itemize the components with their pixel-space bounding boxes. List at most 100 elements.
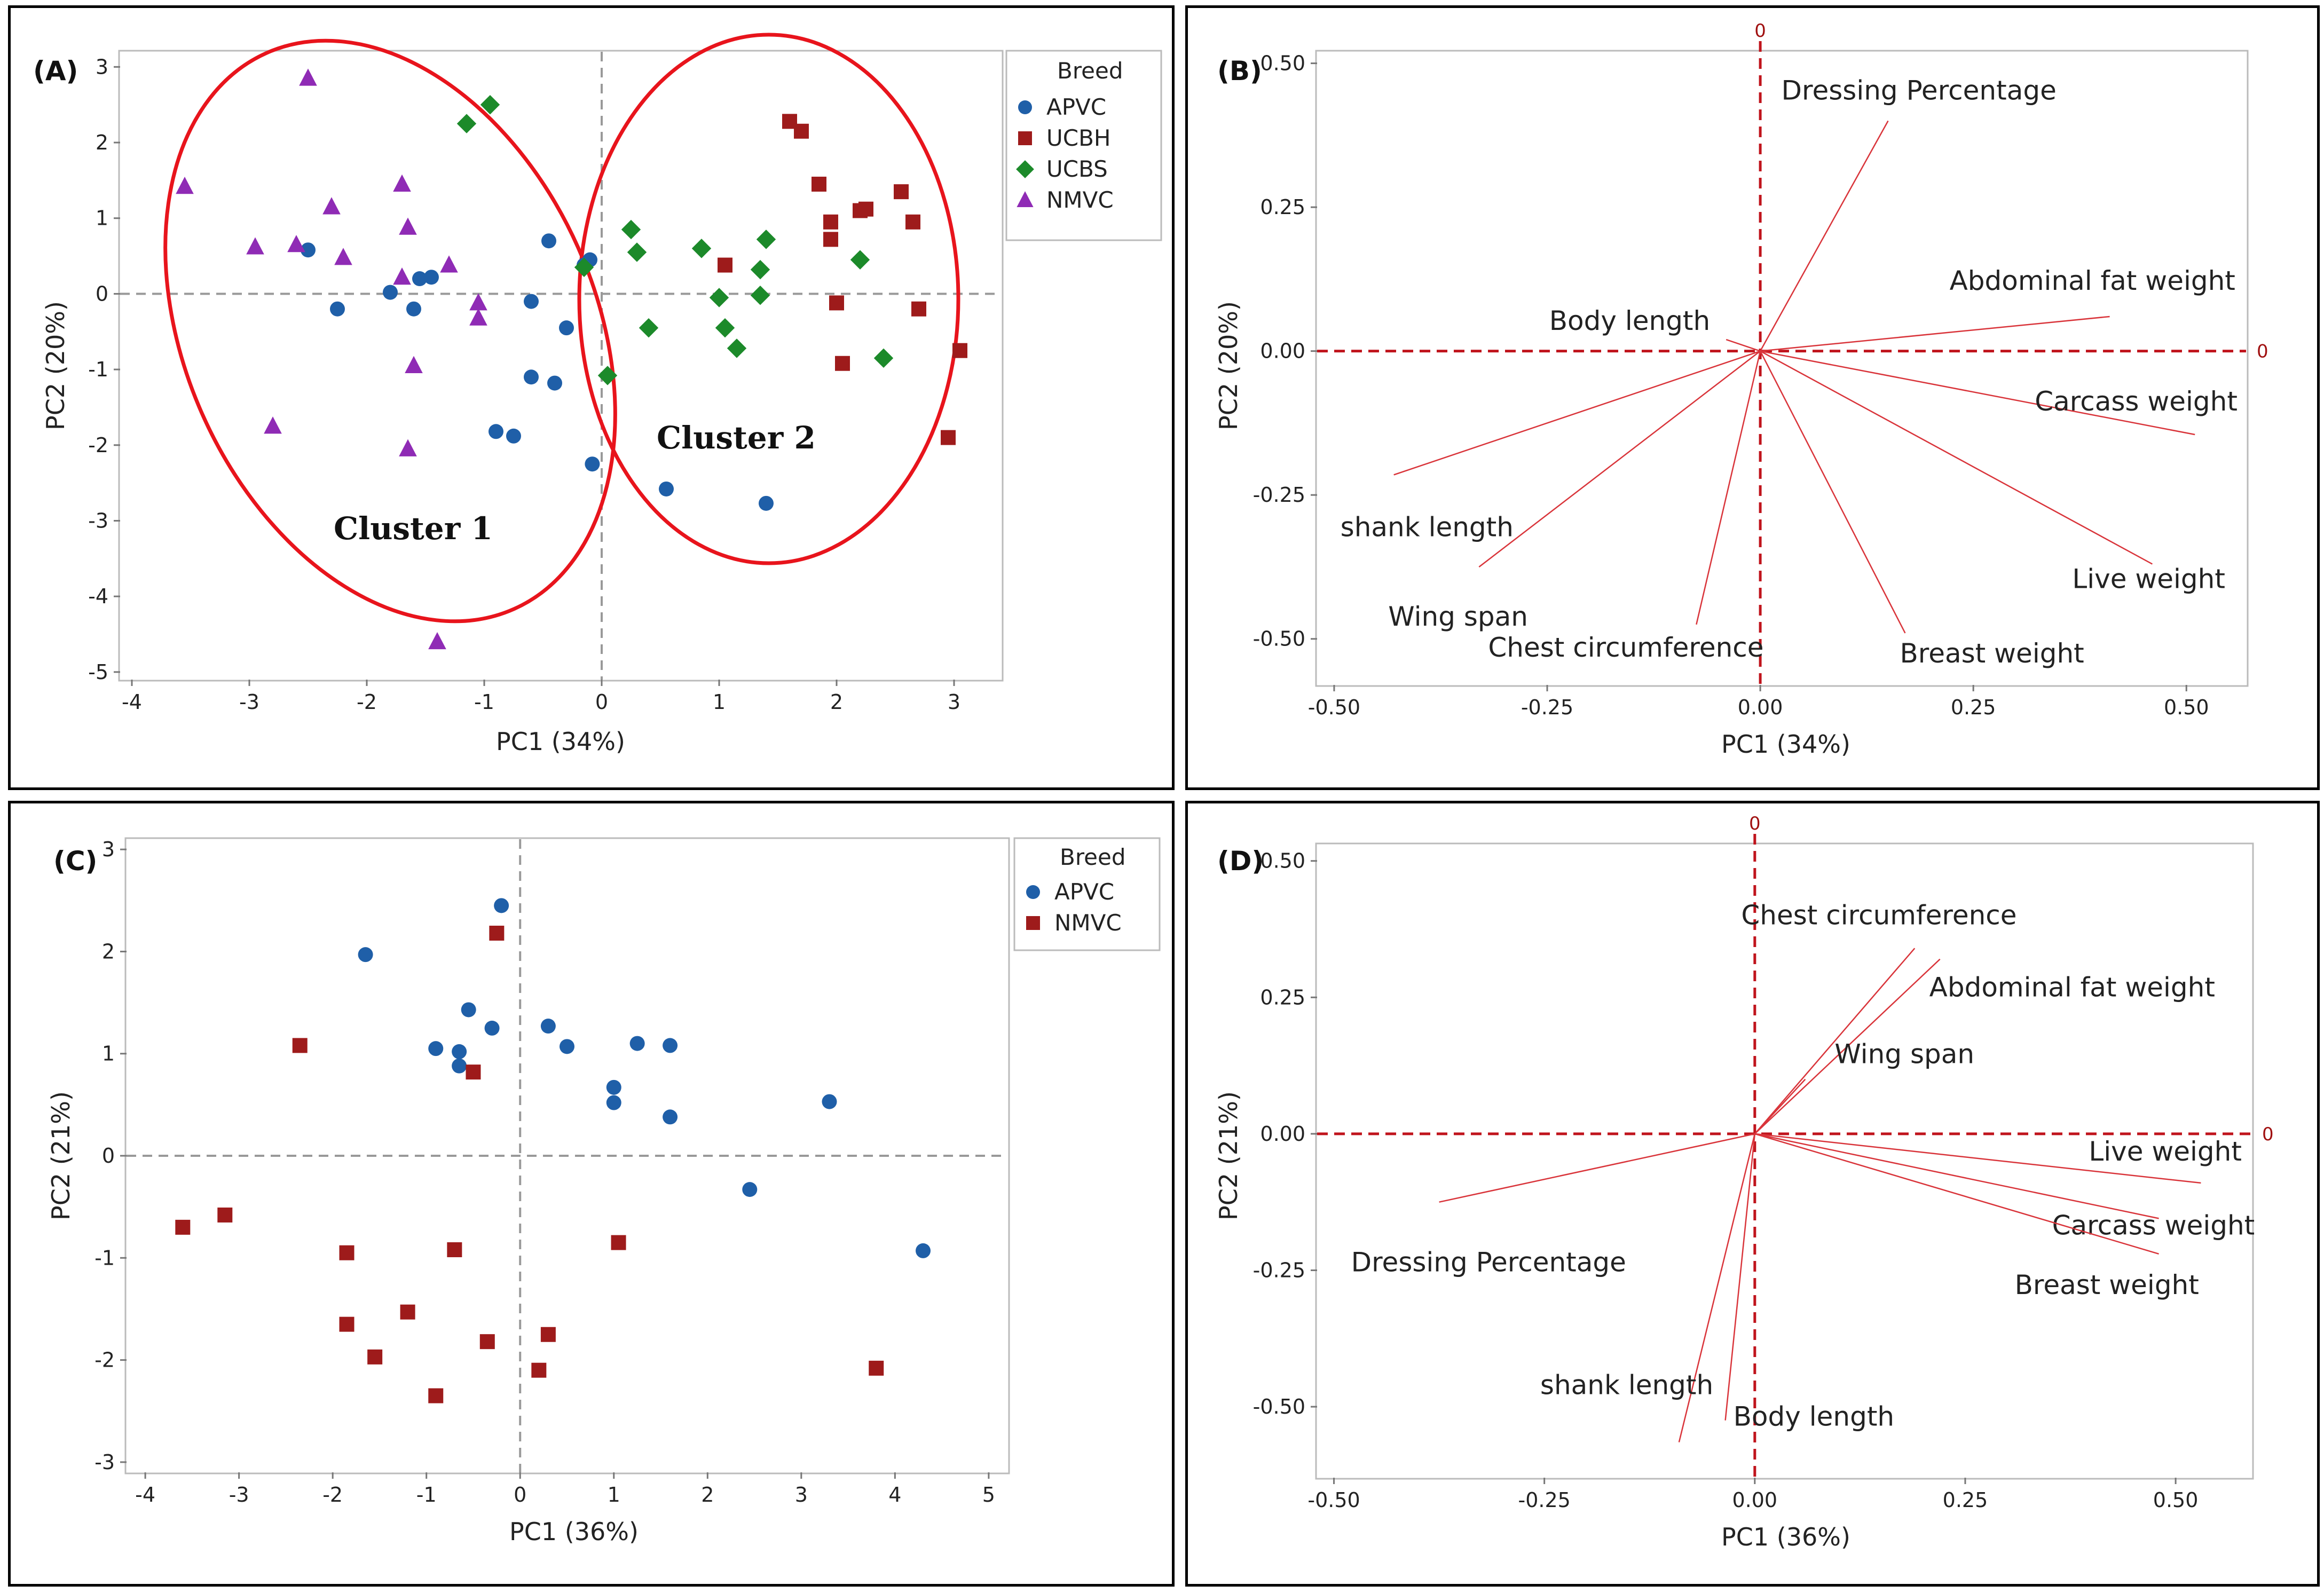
data-point-nmvc: [489, 925, 505, 941]
data-point-ucbs: [597, 366, 618, 385]
y-tick-label: -5: [88, 660, 108, 684]
loading-vector-live-weight: [1760, 350, 2153, 565]
data-point-nmvc: [428, 1388, 444, 1403]
data-point-apvc: [606, 1079, 621, 1095]
data-point-nmvc: [339, 1316, 354, 1332]
x-tick-label: 0.50: [2164, 696, 2209, 719]
pca-loading-plot-b: (B) -0.50 -0.50 -0.25 -0.25 0.00 0.00 0.25 0.25…: [1214, 20, 2268, 759]
vector-label-carcass-weight: Carcass weight: [2035, 386, 2238, 417]
data-point-nmvc: [175, 1219, 191, 1235]
data-point-nmvc: [334, 248, 352, 265]
legend-marker-nmvc: [1017, 191, 1034, 207]
y-tick-label: 1: [96, 207, 108, 230]
data-point-nmvc: [264, 416, 282, 434]
x-tick-label: 0.25: [1943, 1488, 1988, 1512]
x-axis-label: PC1 (36%): [1721, 1523, 1850, 1551]
legend-label-apvc: APVC: [1054, 879, 1114, 905]
y-tick-label: -0.50: [1253, 1395, 1305, 1418]
panel-c: (C) -4 -3 -2 -1 0 1 2 3 4 5 -3 -2 -1 0 1 2 3 PC1 (36%) P…: [8, 801, 1175, 1587]
x-tick-label: -0.25: [1518, 1488, 1571, 1512]
data-point-ucbs: [715, 318, 735, 338]
data-point-apvc: [541, 233, 556, 249]
y-tick-label: -0.25: [1253, 1258, 1305, 1282]
data-point-nmvc: [367, 1349, 383, 1365]
data-point-ucbs: [639, 318, 659, 338]
panel-label: (C): [53, 846, 97, 877]
y-tick-label: 0.00: [1260, 340, 1305, 363]
x-tick-label: 0: [514, 1483, 526, 1507]
cluster-ellipses: [163, 33, 960, 624]
data-point-apvc: [452, 1058, 467, 1074]
x-axis-label: PC1 (36%): [509, 1517, 639, 1546]
loading-vector-carcass-weight: [1760, 350, 2195, 436]
data-point-ucbh: [952, 343, 967, 358]
legend-marker-ucbs: [1016, 160, 1034, 178]
panel-b: (B) -0.50 -0.50 -0.25 -0.25 0.00 0.00 0.25 0.25…: [1185, 5, 2320, 790]
x-tick-label: -3: [229, 1483, 249, 1507]
data-point-apvc: [301, 242, 316, 258]
loading-vector-live-weight: [1754, 1133, 2201, 1184]
loading-vector-body-length: [1724, 1133, 1756, 1421]
data-point-ucbs: [873, 348, 894, 368]
data-point-apvc: [742, 1182, 758, 1197]
data-point-ucbh: [941, 430, 956, 445]
legend-label-nmvc: NMVC: [1054, 910, 1122, 936]
data-point-apvc: [606, 1095, 621, 1110]
data-point-apvc: [629, 1036, 645, 1051]
data-point-apvc: [659, 481, 674, 496]
loading-vector-shank-length: [1393, 350, 1761, 476]
legend-title: Breed: [1060, 844, 1126, 870]
legend-marker-apvc: [1026, 885, 1040, 899]
data-point-nmvc: [399, 217, 417, 235]
x-tick-label: -0.50: [1307, 1488, 1360, 1512]
x-tick-label: 0.00: [1738, 696, 1783, 719]
cluster-1-ellipse: [163, 38, 617, 624]
legend-label-nmvc: NMVC: [1046, 187, 1114, 213]
data-point-ucbh: [835, 356, 850, 371]
vector-label-dressing-percentage: Dressing Percentage: [1782, 75, 2057, 106]
data-point-nmvc: [400, 1304, 415, 1320]
x-tick-label: -4: [135, 1483, 155, 1507]
x-tick-label: -1: [474, 690, 494, 714]
data-point-nmvc: [440, 255, 458, 273]
x-tick-label: 4: [888, 1483, 901, 1507]
data-point-ucbs: [456, 114, 477, 133]
data-point-ucbh: [823, 214, 838, 230]
data-point-apvc: [461, 1002, 476, 1018]
y-tick-label: 0.25: [1260, 985, 1305, 1009]
legend-marker-apvc: [1018, 100, 1032, 114]
data-point-ucbh: [905, 214, 920, 230]
data-point-apvc: [484, 1020, 500, 1036]
loading-vector-abdominal-fat-weight: [1754, 958, 1941, 1134]
data-point-nmvc: [469, 293, 487, 311]
x-axis-label: PC1 (34%): [496, 727, 625, 756]
data-point-apvc: [452, 1044, 467, 1059]
data-point-apvc: [559, 320, 574, 336]
reference-zero-label-top: 0: [1754, 20, 1766, 42]
x-tick-label: -2: [322, 1483, 343, 1507]
legend-box: [1005, 50, 1162, 241]
x-tick-label: 3: [948, 690, 960, 714]
data-point-ucbs: [750, 286, 770, 305]
y-tick-label: 2: [102, 940, 115, 963]
reference-zero-label-right: 0: [2257, 341, 2268, 362]
plot-frame: [118, 50, 1004, 682]
x-tick-label: 5: [982, 1483, 995, 1507]
data-point-ucbs: [627, 242, 647, 262]
x-tick-label: -3: [239, 690, 259, 714]
legend-label-ucbh: UCBH: [1046, 125, 1110, 151]
x-tick-label: 0.50: [2153, 1488, 2199, 1512]
data-point-ucbh: [718, 257, 732, 273]
data-point-apvc: [759, 495, 774, 511]
data-point-ucbs: [756, 230, 776, 249]
loading-vector-breast-weight: [1754, 1133, 2159, 1255]
x-tick-label: -4: [122, 690, 142, 714]
vector-label-live-weight: Live weight: [2072, 564, 2225, 595]
y-tick-label: 0: [102, 1144, 115, 1168]
data-point-nmvc: [869, 1360, 884, 1376]
x-tick-label: 0: [595, 690, 608, 714]
loading-vector-dressing-percentage: [1439, 1133, 1755, 1203]
vector-label-body-length: Body length: [1734, 1401, 1895, 1432]
data-point-nmvc: [246, 237, 264, 255]
y-axis-label: PC2 (21%): [1214, 1091, 1243, 1220]
